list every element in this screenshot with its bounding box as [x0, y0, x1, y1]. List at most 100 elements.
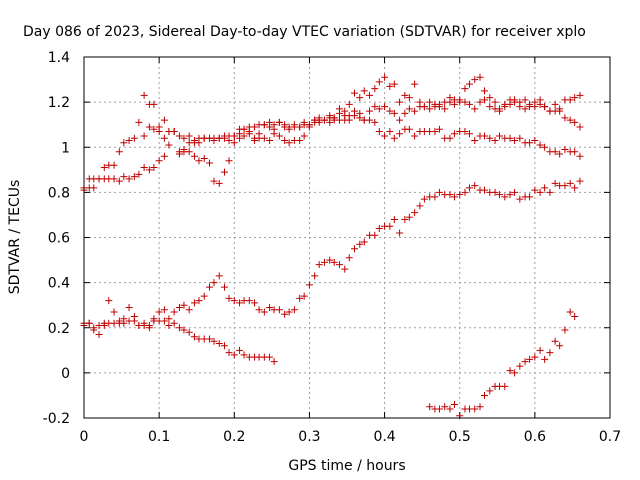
- data-point: [516, 98, 524, 106]
- data-point: [240, 351, 248, 359]
- data-point: [155, 127, 163, 135]
- data-point: [251, 299, 259, 307]
- data-point: [110, 308, 118, 316]
- grid-lines: [84, 57, 610, 418]
- data-point: [496, 105, 504, 113]
- data-point: [296, 136, 304, 144]
- data-point: [140, 132, 148, 140]
- data-point: [130, 317, 138, 325]
- data-point: [180, 134, 188, 142]
- data-point: [411, 132, 419, 140]
- data-point: [426, 403, 434, 411]
- data-point: [456, 191, 464, 199]
- y-tick-label: 0.2: [48, 321, 70, 337]
- data-point: [356, 114, 364, 122]
- data-point: [486, 134, 494, 142]
- data-point: [465, 184, 473, 192]
- data-point: [476, 73, 484, 81]
- data-point: [381, 73, 389, 81]
- data-point: [300, 118, 308, 126]
- data-point: [221, 134, 229, 142]
- data-point: [260, 308, 268, 316]
- data-point: [541, 143, 549, 151]
- data-point: [521, 358, 529, 366]
- data-point: [170, 127, 178, 135]
- data-point: [300, 132, 308, 140]
- data-point: [381, 132, 389, 140]
- data-point: [476, 98, 484, 106]
- data-point: [360, 238, 368, 246]
- data-point: [566, 179, 574, 187]
- data-point: [511, 96, 519, 104]
- data-point: [551, 179, 559, 187]
- data-point: [210, 279, 218, 287]
- data-point: [266, 353, 274, 361]
- data-point: [536, 96, 544, 104]
- data-point: [155, 308, 163, 316]
- data-point: [230, 139, 238, 147]
- data-point: [251, 123, 259, 131]
- data-point: [266, 303, 274, 311]
- data-point: [541, 103, 549, 111]
- data-point: [285, 139, 293, 147]
- data-point: [326, 118, 334, 126]
- data-point: [405, 105, 413, 113]
- data-point: [576, 177, 584, 185]
- x-tick-label: 0.6: [524, 429, 546, 445]
- data-point: [446, 405, 454, 413]
- data-point: [426, 98, 434, 106]
- data-point: [401, 91, 409, 99]
- data-point: [180, 146, 188, 154]
- data-point: [496, 132, 504, 140]
- data-point: [371, 85, 379, 93]
- data-point: [266, 118, 274, 126]
- data-point: [420, 195, 428, 203]
- data-point: [471, 105, 479, 113]
- data-point: [125, 303, 133, 311]
- data-point: [110, 319, 118, 327]
- data-point: [461, 188, 469, 196]
- data-point: [441, 403, 449, 411]
- data-point: [275, 118, 283, 126]
- series-upper-series-C: [80, 91, 584, 194]
- data-point: [396, 130, 404, 138]
- data-point: [501, 382, 509, 390]
- plot-frame: [83, 56, 611, 419]
- x-tick-label: 0.2: [223, 429, 245, 445]
- data-point: [561, 114, 569, 122]
- data-point: [571, 118, 579, 126]
- data-point: [175, 303, 183, 311]
- data-point: [260, 134, 268, 142]
- data-point: [405, 94, 413, 102]
- data-point: [135, 118, 143, 126]
- data-point: [330, 114, 338, 122]
- data-point: [511, 188, 519, 196]
- y-tick-label: 1.4: [48, 50, 70, 66]
- data-point: [100, 321, 108, 329]
- data-point: [396, 116, 404, 124]
- data-point: [95, 331, 103, 339]
- data-point: [566, 96, 574, 104]
- data-point: [190, 333, 198, 341]
- y-tick-label: 1: [61, 140, 70, 156]
- data-point: [536, 188, 544, 196]
- data-point: [180, 326, 188, 334]
- data-point: [300, 292, 308, 300]
- y-tick-label: 0.6: [48, 231, 70, 247]
- data-point: [210, 177, 218, 185]
- data-point: [315, 261, 323, 269]
- data-point: [170, 308, 178, 316]
- data-point: [541, 355, 549, 363]
- data-point: [326, 112, 334, 120]
- data-point: [435, 125, 443, 133]
- data-point: [526, 100, 534, 108]
- data-point: [486, 94, 494, 102]
- data-point: [386, 222, 394, 230]
- data-point: [120, 319, 128, 327]
- y-axis-tick-labels: -0.2 0 0.2 0.4 0.6 0.8 1 1.2 1.4: [43, 50, 70, 427]
- data-point: [230, 132, 238, 140]
- data-point: [386, 127, 394, 135]
- data-point: [356, 240, 364, 248]
- data-point: [450, 96, 458, 104]
- data-point: [285, 123, 293, 131]
